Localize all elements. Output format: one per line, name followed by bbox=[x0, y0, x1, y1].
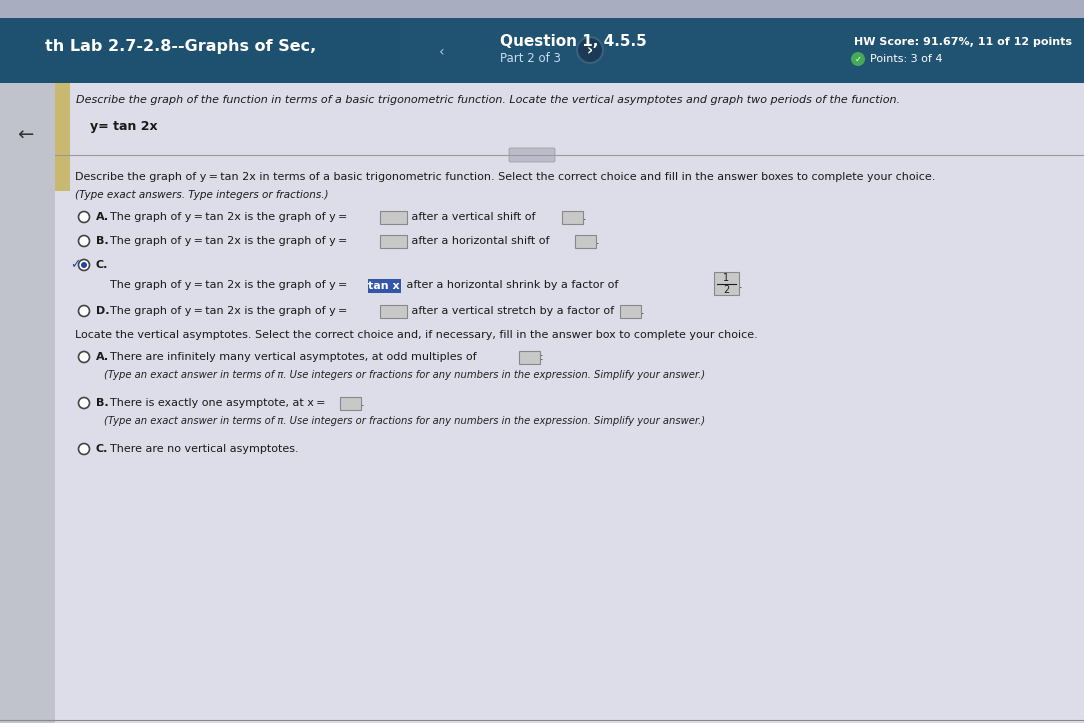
Circle shape bbox=[78, 236, 90, 247]
Circle shape bbox=[81, 262, 87, 268]
FancyBboxPatch shape bbox=[400, 18, 1084, 83]
Text: 2: 2 bbox=[723, 285, 730, 295]
Text: (Type an exact answer in terms of π. Use integers or fractions for any numbers i: (Type an exact answer in terms of π. Use… bbox=[104, 370, 705, 380]
FancyBboxPatch shape bbox=[0, 0, 1084, 18]
Circle shape bbox=[78, 398, 90, 408]
Text: C.: C. bbox=[96, 444, 108, 454]
FancyBboxPatch shape bbox=[619, 304, 641, 317]
FancyBboxPatch shape bbox=[713, 272, 738, 294]
Text: C.: C. bbox=[96, 260, 108, 270]
Text: ✓: ✓ bbox=[854, 54, 862, 64]
Text: .: . bbox=[596, 236, 599, 246]
Circle shape bbox=[78, 443, 90, 455]
Text: .: . bbox=[739, 280, 743, 290]
FancyBboxPatch shape bbox=[0, 18, 1084, 83]
Text: .: . bbox=[361, 398, 364, 408]
Text: Question 1, 4.5.5: Question 1, 4.5.5 bbox=[500, 35, 647, 49]
Text: B.: B. bbox=[96, 236, 108, 246]
FancyBboxPatch shape bbox=[379, 304, 406, 317]
Text: ›: › bbox=[586, 43, 593, 59]
Text: Describe the graph of the function in terms of a basic trigonometric function. L: Describe the graph of the function in te… bbox=[76, 95, 900, 105]
FancyBboxPatch shape bbox=[562, 210, 582, 223]
Circle shape bbox=[577, 37, 603, 63]
Text: The graph of y = tan 2x is the graph of y =: The graph of y = tan 2x is the graph of … bbox=[109, 212, 347, 222]
Circle shape bbox=[78, 212, 90, 223]
Circle shape bbox=[78, 260, 90, 270]
Text: The graph of y = tan 2x is the graph of y =: The graph of y = tan 2x is the graph of … bbox=[109, 306, 347, 316]
Text: ✓: ✓ bbox=[70, 259, 80, 272]
Text: .: . bbox=[641, 306, 645, 316]
Text: The graph of y = tan 2x is the graph of y =: The graph of y = tan 2x is the graph of … bbox=[109, 236, 347, 246]
Text: There are infinitely many vertical asymptotes, at odd multiples of: There are infinitely many vertical asymp… bbox=[109, 352, 477, 362]
Text: after a vertical stretch by a factor of: after a vertical stretch by a factor of bbox=[408, 306, 615, 316]
Text: th Lab 2.7-2.8--Graphs of Sec,: th Lab 2.7-2.8--Graphs of Sec, bbox=[46, 40, 317, 54]
Text: B.: B. bbox=[96, 398, 108, 408]
FancyBboxPatch shape bbox=[339, 396, 361, 409]
Text: A.: A. bbox=[96, 212, 109, 222]
Text: HW Score: 91.67%, 11 of 12 points: HW Score: 91.67%, 11 of 12 points bbox=[854, 37, 1072, 47]
FancyBboxPatch shape bbox=[575, 234, 595, 247]
Text: Describe the graph of y = tan 2x in terms of a basic trigonometric function. Sel: Describe the graph of y = tan 2x in term… bbox=[75, 172, 935, 182]
Text: .: . bbox=[583, 212, 586, 222]
FancyBboxPatch shape bbox=[55, 83, 1084, 723]
Text: :: : bbox=[540, 352, 543, 362]
Text: tan x: tan x bbox=[369, 281, 400, 291]
Text: There is exactly one asymptote, at x =: There is exactly one asymptote, at x = bbox=[109, 398, 325, 408]
Text: after a horizontal shrink by a factor of: after a horizontal shrink by a factor of bbox=[403, 280, 618, 290]
FancyBboxPatch shape bbox=[367, 278, 400, 293]
FancyBboxPatch shape bbox=[55, 83, 70, 191]
Circle shape bbox=[851, 52, 865, 66]
Text: after a vertical shift of: after a vertical shift of bbox=[408, 212, 535, 222]
Circle shape bbox=[78, 306, 90, 317]
FancyBboxPatch shape bbox=[509, 148, 555, 162]
Text: (Type an exact answer in terms of π. Use integers or fractions for any numbers i: (Type an exact answer in terms of π. Use… bbox=[104, 416, 705, 426]
FancyBboxPatch shape bbox=[379, 210, 406, 223]
Text: 1: 1 bbox=[723, 273, 730, 283]
Circle shape bbox=[78, 351, 90, 362]
Text: Points: 3 of 4: Points: 3 of 4 bbox=[870, 54, 942, 64]
Text: There are no vertical asymptotes.: There are no vertical asymptotes. bbox=[109, 444, 298, 454]
Text: D.: D. bbox=[96, 306, 109, 316]
Text: y= tan 2x: y= tan 2x bbox=[90, 120, 157, 133]
Text: after a horizontal shift of: after a horizontal shift of bbox=[408, 236, 550, 246]
Text: ‹: ‹ bbox=[439, 45, 444, 59]
Text: Locate the vertical asymptotes. Select the correct choice and, if necessary, fil: Locate the vertical asymptotes. Select t… bbox=[75, 330, 758, 340]
Text: ←: ← bbox=[17, 126, 34, 145]
FancyBboxPatch shape bbox=[0, 83, 55, 723]
Text: (Type exact answers. Type integers or fractions.): (Type exact answers. Type integers or fr… bbox=[75, 190, 328, 200]
FancyBboxPatch shape bbox=[379, 234, 406, 247]
FancyBboxPatch shape bbox=[518, 351, 540, 364]
Text: The graph of y = tan 2x is the graph of y =: The graph of y = tan 2x is the graph of … bbox=[109, 280, 350, 290]
Text: A.: A. bbox=[96, 352, 109, 362]
Text: Part 2 of 3: Part 2 of 3 bbox=[500, 51, 560, 64]
